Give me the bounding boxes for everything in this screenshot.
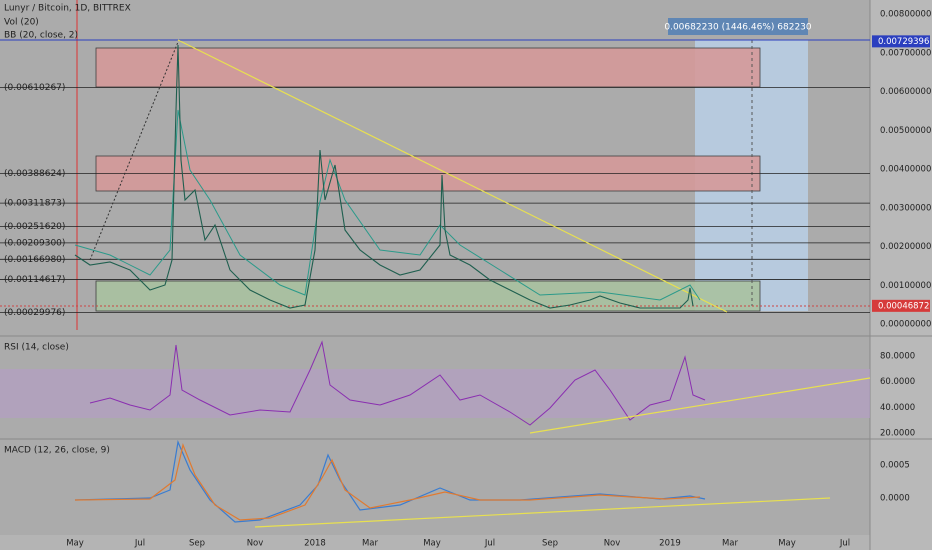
fib-label: (0.00166980) [4,255,65,265]
rsi-axis-label: 60.0000 [880,377,915,387]
fib-label: (0.00388624) [4,169,65,179]
indicator: BB (20, close, 2) [4,31,78,41]
time-axis-label: Sep [189,539,205,549]
time-axis-label: Jul [134,539,145,549]
price-axis-label: 0.00700000 [880,48,931,58]
trend-line [177,39,728,313]
price-axis-label: 0.00400000 [880,165,931,175]
fib-label: (0.00311873) [4,199,65,209]
time-axis-label: Mar [722,539,739,549]
time-axis-label: May [778,539,796,549]
rsi-axis-label: 40.0000 [880,403,915,413]
rsi-trend-line [529,377,871,434]
time-axis-bg [0,535,870,550]
price-axis-bg [870,0,932,550]
price-axis-label: 0.00500000 [880,126,931,136]
fib-levels [0,87,870,313]
rsi-band [0,369,870,418]
time-axis-label: 2018 [304,539,326,549]
macd-title: MACD (12, 26, close, 9) [4,446,110,456]
price-line [74,44,694,309]
measure-label-bg [668,18,808,35]
symbol: Lunyr / Bitcoin, 1D, BITTREX [4,4,131,14]
time-axis-label: Mar [362,539,379,549]
price-axis-label: 0.00000000 [880,320,931,330]
price-tag-bg [872,35,930,48]
macd-trend-line [254,497,831,528]
time-axis-label: 2019 [659,539,681,549]
rsi-axis-label: 80.0000 [880,352,915,362]
price-axis-label: 0.00100000 [880,281,931,291]
price-axis-label: 0.00600000 [880,87,931,97]
fib-label: (0.00251620) [4,222,65,232]
price-tag: 0.00046872 [878,301,929,311]
time-axis-label: Jul [484,539,495,549]
trend-line [89,41,179,261]
fib-label: (0.00610267) [4,83,65,93]
price-tag: 0.00729396 [878,37,929,47]
time-axis-label: Sep [542,539,558,549]
fib-label: (0.00114617) [4,275,65,285]
time-axis-label: May [423,539,441,549]
fib-label: (0.00029976) [4,308,65,318]
indicator: Vol (20) [4,18,39,28]
rsi-axis-label: 20.0000 [880,429,915,439]
rsi-title: RSI (14, close) [4,343,69,353]
macd-axis-label: 0.0000 [880,494,910,504]
price-axis-label: 0.00300000 [880,203,931,213]
time-axis-label: Nov [604,539,621,549]
price-tag-bg [872,299,930,312]
signal-line [74,442,701,521]
time-axis-label: May [66,539,84,549]
time-axis-label: Jul [839,539,850,549]
bollinger-band [74,109,701,301]
price-axis-label: 0.00800000 [880,10,931,20]
measure-label: 0.00682230 (1446.46%) 682230 [664,23,812,33]
fib-label: (0.00209300) [4,238,65,248]
macd-axis-label: 0.0005 [880,461,910,471]
price-axis-label: 0.00200000 [880,242,931,252]
rsi-line [89,340,706,426]
time-axis-label: Nov [247,539,264,549]
resistance-box [95,47,761,88]
